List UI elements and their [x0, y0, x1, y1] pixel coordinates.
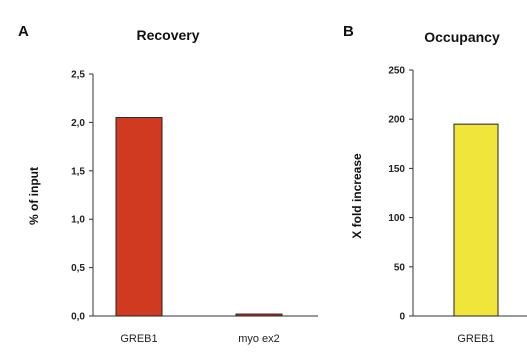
- y-ticks-occupancy: 0 50 100 150 200 250: [388, 66, 413, 323]
- x-tick-label-recovery: GREB1: [120, 333, 157, 345]
- x-tick-label-recovery: myo ex2: [238, 333, 280, 345]
- y-tick-label-occupancy: 50: [394, 262, 406, 273]
- x-categories-occupancy: GREB1: [457, 333, 494, 345]
- y-tick-label-occupancy: 100: [388, 213, 405, 224]
- y-tick-label-occupancy: 0: [399, 312, 405, 323]
- panel-letter-a: A: [18, 23, 29, 40]
- x-categories-recovery: GREB1 myo ex2: [120, 333, 279, 345]
- y-tick-label-recovery: 2,5: [71, 70, 85, 81]
- x-tick-label-occupancy: GREB1: [457, 333, 494, 345]
- chart-title-recovery: Recovery: [136, 27, 199, 43]
- bars-occupancy: [453, 123, 499, 317]
- y-tick-label-recovery: 1,0: [71, 215, 85, 226]
- panel-occupancy: B Occupancy X fold increase 0 50 100 150 200…: [343, 23, 527, 345]
- y-ticks-recovery: 0,0 0,5 1,0 1,5 2,0 2,5: [71, 70, 93, 323]
- bar-recovery-myo-ex2: [235, 313, 283, 317]
- bar-recovery-greb1: [115, 117, 163, 317]
- y-tick-label-recovery: 2,0: [71, 118, 85, 129]
- y-tick-label-recovery: 1,5: [71, 166, 85, 177]
- chart-title-occupancy: Occupancy: [424, 29, 500, 45]
- y-axis-label-recovery: % of input: [27, 167, 41, 225]
- y-tick-label-occupancy: 250: [388, 66, 405, 77]
- panel-recovery: A Recovery % of input 0,0 0,5 1,0 1,5 2,0 2,5…: [18, 23, 318, 345]
- bar-occupancy-greb1: [453, 123, 499, 317]
- bars-recovery: [115, 117, 283, 317]
- y-tick-label-occupancy: 150: [388, 164, 405, 175]
- y-tick-label-occupancy: 200: [388, 115, 405, 126]
- y-axis-label-occupancy: X fold increase: [350, 153, 364, 239]
- panel-letter-b: B: [343, 23, 354, 40]
- y-tick-label-recovery: 0,0: [71, 312, 85, 323]
- y-tick-label-recovery: 0,5: [71, 263, 85, 274]
